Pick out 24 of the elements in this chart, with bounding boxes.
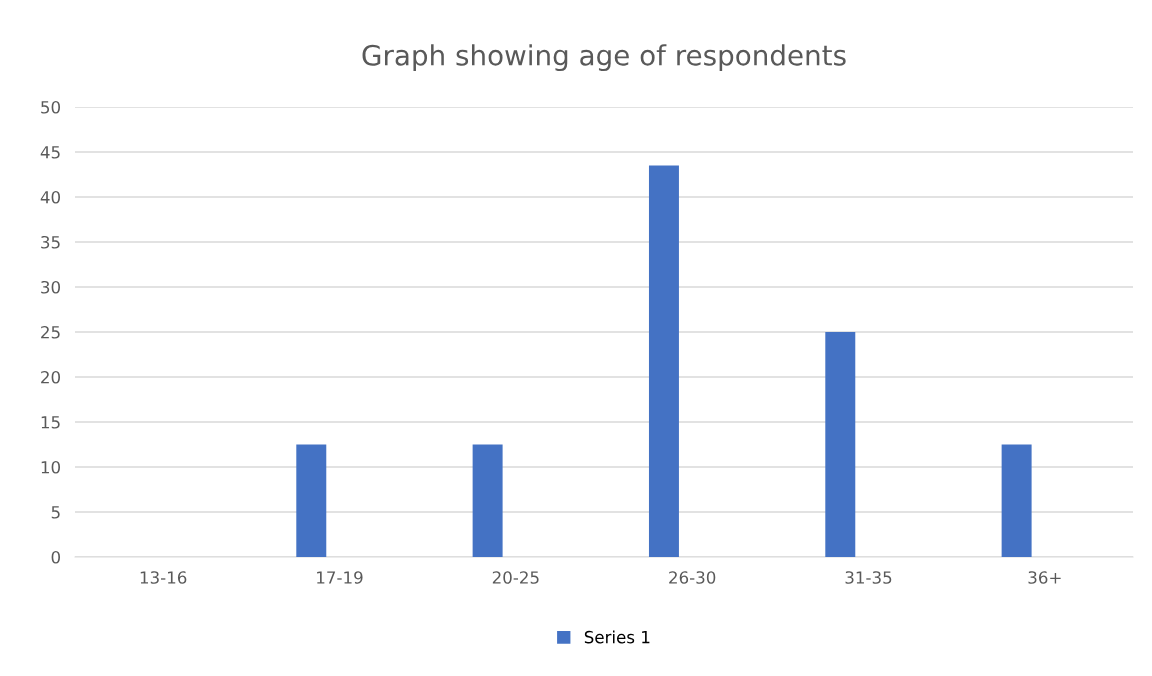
legend-label: Series 1 (584, 630, 650, 644)
y-tick-label: 30 (41, 280, 60, 294)
x-tick-label: 17-19 (317, 571, 363, 584)
x-tick-label: 20-25 (492, 571, 539, 584)
bar (825, 332, 856, 557)
y-tick-label: 25 (41, 325, 60, 339)
y-tick-label: 0 (51, 550, 60, 564)
y-tick-label: 10 (41, 460, 60, 474)
y-tick-label: 5 (51, 506, 60, 519)
chart-title: Graph showing age of respondents (362, 44, 846, 72)
y-tick-label: 20 (41, 370, 60, 384)
bar (472, 444, 503, 557)
y-tick-label: 40 (40, 190, 60, 204)
y-tick-label: 15 (41, 416, 60, 429)
y-tick-label: 50 (41, 100, 60, 114)
x-tick-label: 31-35 (845, 571, 892, 584)
bar (648, 165, 679, 557)
x-tick-label: 26-30 (669, 571, 716, 584)
x-tick-label: 13-16 (140, 571, 187, 584)
bar (296, 444, 327, 557)
x-tick-label: 36+ (1028, 571, 1061, 584)
y-tick-label: 35 (41, 235, 60, 249)
bar (1001, 444, 1032, 557)
y-tick-label: 45 (40, 146, 60, 159)
